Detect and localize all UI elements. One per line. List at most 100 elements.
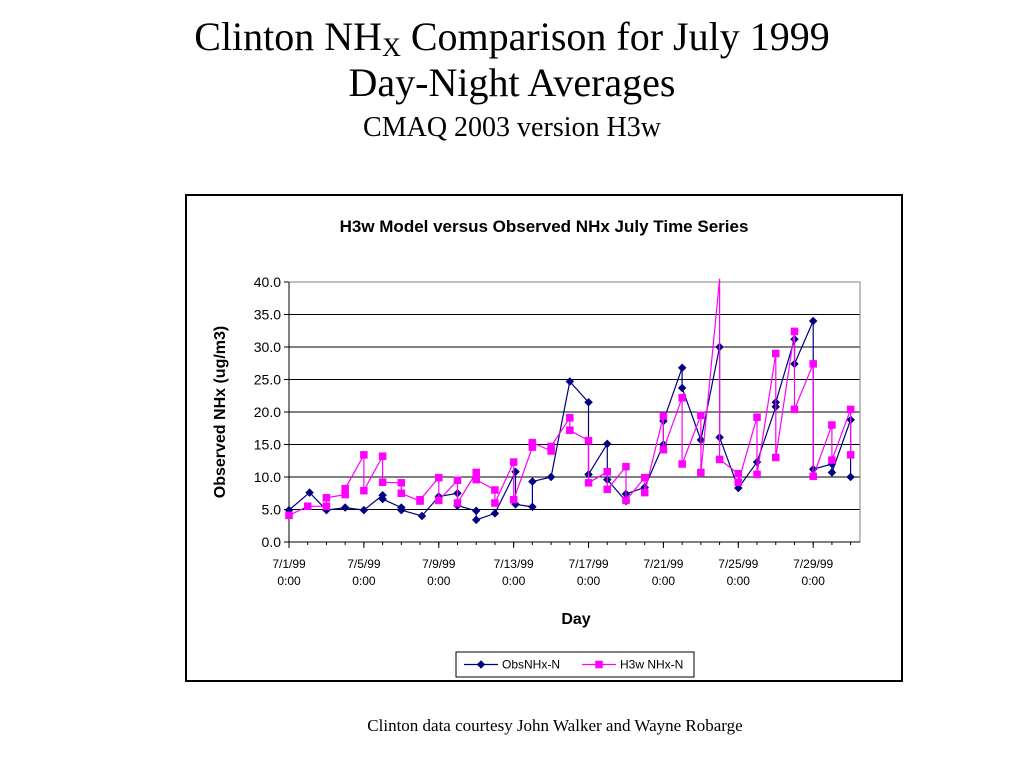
x-tick-label-time: 0:00	[352, 574, 376, 588]
series-0-point	[305, 488, 314, 497]
y-tick-label: 15.0	[254, 437, 281, 453]
series-1-point	[790, 327, 799, 336]
x-tick-label-date: 7/5/99	[347, 557, 381, 571]
x-tick-label-time: 0:00	[802, 574, 826, 588]
title-line-2: Day-Night Averages	[348, 60, 676, 105]
series-1-point	[809, 472, 817, 481]
series-1-point	[697, 468, 705, 477]
series-1-point	[416, 496, 424, 504]
series-1-point	[285, 511, 293, 520]
series-1-point	[491, 499, 499, 507]
series-1-point	[528, 438, 537, 447]
x-tick-label-time: 0:00	[727, 574, 751, 588]
y-tick-label: 0.0	[262, 534, 282, 550]
series-1-point	[491, 486, 499, 494]
x-tick-label-date: 7/17/99	[569, 557, 609, 571]
series-1-point	[435, 496, 443, 505]
series-1-point	[378, 452, 387, 460]
series-1-point	[603, 468, 612, 476]
legend-label-1: H3w NHx-N	[620, 658, 683, 672]
series-1-point	[772, 349, 780, 358]
y-tick-label: 40.0	[254, 274, 281, 290]
series-1-point	[734, 470, 743, 478]
x-tick-label-time: 0:00	[577, 574, 601, 588]
series-1-point	[472, 475, 480, 484]
y-tick-label: 30.0	[254, 339, 281, 355]
x-axis-title: Day	[561, 611, 590, 628]
series-0-point	[378, 494, 387, 504]
x-tick-label-date: 7/29/99	[793, 557, 833, 571]
x-tick-label-date: 7/1/99	[272, 557, 306, 571]
series-1-point	[397, 479, 406, 487]
series-0-point	[396, 505, 406, 515]
series-0-point	[340, 503, 350, 512]
series-0-point	[490, 509, 500, 518]
series-1-point	[453, 476, 462, 484]
series-0-point	[733, 483, 743, 493]
title-line-3: CMAQ 2003 version H3w	[363, 112, 661, 143]
series-0-point	[602, 439, 612, 449]
legend-marker-0	[476, 660, 486, 669]
series-0-point	[827, 468, 837, 477]
title-line-1: Clinton NHX Comparison for July 1999	[0, 14, 1024, 61]
series-1-point	[322, 494, 331, 502]
series-1-point	[378, 478, 387, 486]
y-tick-label: 5.0	[262, 502, 282, 518]
series-0-point	[511, 467, 520, 477]
series-1-point	[322, 502, 331, 510]
y-tick-label: 20.0	[254, 404, 281, 420]
series-1-point	[753, 413, 761, 421]
series-1-point	[809, 360, 817, 368]
series-1-point	[828, 421, 836, 429]
series-1-point	[303, 502, 312, 510]
series-0-point	[677, 383, 687, 393]
series-1-point	[435, 473, 443, 482]
x-tick-label-date: 7/13/99	[494, 557, 534, 571]
series-1-point	[659, 412, 668, 420]
series-1-point	[603, 485, 612, 494]
series-0-point	[471, 506, 481, 516]
credit-text: Clinton data courtesy John Walker and Wa…	[367, 716, 743, 735]
series-1-point	[622, 496, 630, 505]
series-1-point	[659, 445, 668, 454]
series-1-point	[360, 451, 368, 459]
series-1-point	[678, 393, 686, 402]
slide-title: Clinton NHX Comparison for July 1999 Day…	[0, 14, 1024, 146]
series-1-point	[547, 442, 555, 451]
series-1-point	[715, 455, 724, 464]
series-0-point	[528, 477, 537, 486]
chart-frame: H3w Model versus Observed NHx July Time …	[185, 194, 903, 682]
series-0-point	[359, 505, 369, 515]
x-tick-label-date: 7/25/99	[718, 557, 758, 571]
series-1-point	[341, 484, 349, 493]
series-1-point	[734, 478, 743, 486]
series-0-point	[471, 515, 481, 525]
series-1-point	[697, 411, 705, 419]
series-1-point	[790, 405, 799, 414]
series-1-point	[828, 456, 836, 464]
y-tick-label: 25.0	[254, 372, 281, 388]
series-0-point	[528, 502, 537, 512]
series-0-point	[846, 472, 855, 482]
y-axis-title: Observed NHx (ug/m3)	[212, 326, 229, 498]
x-tick-label-time: 0:00	[427, 574, 451, 588]
y-tick-label: 10.0	[254, 469, 281, 485]
series-1-point	[772, 453, 780, 462]
series-1-point	[846, 451, 855, 459]
x-tick-label-time: 0:00	[277, 574, 301, 588]
series-1-point	[622, 462, 630, 471]
legend-marker-1	[595, 660, 603, 669]
series-0-point	[417, 511, 427, 521]
series-1-point	[584, 479, 593, 487]
legend-label-0: ObsNHx-N	[502, 658, 560, 672]
y-tick-label: 35.0	[254, 307, 281, 323]
series-1-point	[640, 473, 649, 482]
series-0-point	[565, 377, 575, 386]
chart: H3w Model versus Observed NHx July Time …	[212, 217, 861, 678]
chart-title: H3w Model versus Observed NHx July Time …	[340, 217, 749, 236]
series-1-point	[453, 499, 462, 507]
title-prefix: Clinton NH	[194, 14, 383, 59]
series-1-point	[566, 414, 574, 422]
series-1-point	[509, 496, 518, 504]
series-0-point	[808, 316, 818, 326]
